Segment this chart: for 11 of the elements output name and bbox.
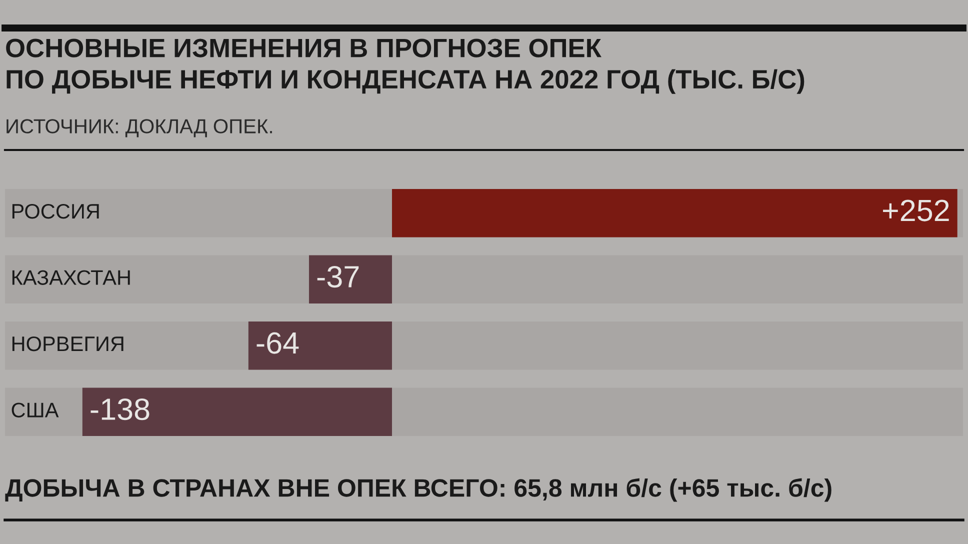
data-label: -64 (256, 332, 299, 354)
data-label: +252 (883, 200, 949, 222)
text: ДОБЫЧА В СТРАНАХ ВНЕ ОПЕК ВСЕГО: 65,8 млн б/с (+65 тыс. б/с) (5, 478, 832, 502)
y-tick-label: НОРВЕГИЯ (12, 336, 124, 352)
chart-title: ОСНОВНЫЕ ИЗМЕНЕНИЯ В ПРОГНОЗЕ ОПЕК ПО ДОБЫЧЕ НЕФТИ И КОНДЕНСАТА НА 2022 ГОД (ТЫС. Б/С) (6, 38, 804, 94)
data-label: -138 (90, 398, 150, 420)
y-tick-label: РОССИЯ (12, 204, 99, 219)
chart-subtitle: ИСТОЧНИК: ДОКЛАД ОПЕК. (6, 119, 272, 138)
y-tick-label: КАЗАХСТАН (12, 270, 130, 285)
y-tick-label: США (12, 402, 59, 418)
data-label: -37 (317, 266, 359, 288)
